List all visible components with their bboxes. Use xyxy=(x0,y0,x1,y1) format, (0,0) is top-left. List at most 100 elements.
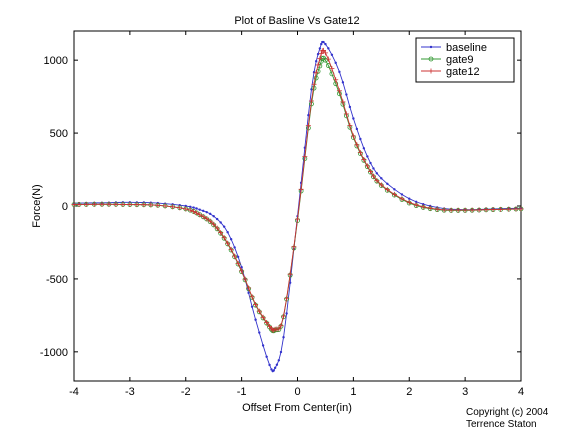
data-point-gate12 xyxy=(322,50,328,56)
data-point-baseline xyxy=(265,355,268,359)
data-point-gate12 xyxy=(141,202,147,208)
data-point-gate12 xyxy=(384,187,390,193)
data-point-gate12 xyxy=(333,77,339,83)
data-point-baseline xyxy=(327,47,330,50)
data-point-gate12 xyxy=(361,157,367,163)
data-point-gate12 xyxy=(211,221,217,227)
data-point-baseline xyxy=(324,42,327,46)
data-point-baseline xyxy=(250,305,254,308)
axis-ticks xyxy=(73,31,522,381)
data-point-gate12 xyxy=(281,313,287,319)
data-point-gate12 xyxy=(513,206,519,212)
data-point-gate12 xyxy=(490,207,496,212)
data-point-baseline xyxy=(314,60,318,63)
data-point-gate12 xyxy=(134,202,140,208)
x-tick-labels: -4 -3 -2 -1 0 1 2 3 4 xyxy=(69,386,524,398)
data-point-gate12 xyxy=(354,142,360,148)
data-point-gate12 xyxy=(276,326,282,332)
data-point-gate12 xyxy=(317,56,323,62)
data-point-baseline xyxy=(345,93,348,96)
data-point-baseline xyxy=(275,363,279,366)
data-point-gate12 xyxy=(113,201,119,207)
data-point-gate12 xyxy=(278,323,284,329)
data-point-baseline xyxy=(422,203,425,206)
data-point-gate12 xyxy=(368,168,374,174)
data-point-baseline xyxy=(380,177,383,180)
copyright-line-1: Copyright (c) 2004 xyxy=(466,407,549,418)
data-point-gate12 xyxy=(197,212,203,218)
data-point-gate12 xyxy=(357,150,363,156)
data-point-gate12 xyxy=(76,201,82,207)
data-point-gate12 xyxy=(253,301,259,307)
data-point-baseline xyxy=(348,105,352,109)
data-point-baseline xyxy=(195,207,198,210)
data-point-gate12 xyxy=(318,51,324,57)
data-point-baseline xyxy=(272,369,275,372)
data-point-baseline xyxy=(285,312,288,315)
data-point-gate12 xyxy=(350,133,356,139)
legend-item-baseline: baseline xyxy=(421,42,487,54)
data-point-gate12 xyxy=(191,208,197,214)
data-point-baseline xyxy=(318,47,322,50)
legend-item-gate9: gate9 xyxy=(421,54,474,66)
data-point-gate12 xyxy=(325,56,331,62)
data-point-baseline xyxy=(322,40,325,44)
legend-label: baseline xyxy=(446,42,487,54)
data-point-baseline xyxy=(208,212,212,216)
data-point-gate12 xyxy=(225,240,231,246)
data-point-baseline xyxy=(362,147,366,150)
data-point-gate12 xyxy=(99,201,105,207)
data-point-baseline xyxy=(341,81,345,84)
data-point-baseline xyxy=(212,215,215,218)
data-point-gate12 xyxy=(170,204,176,210)
data-point-baseline xyxy=(316,52,320,56)
data-point-gate12 xyxy=(347,123,353,129)
data-point-gate12 xyxy=(260,314,266,320)
data-point-gate12 xyxy=(187,207,193,213)
data-point-gate12 xyxy=(420,204,426,210)
data-point-gate12 xyxy=(374,177,380,183)
data-point-gate12 xyxy=(476,207,482,213)
x-tick-label: -3 xyxy=(125,386,135,398)
data-point-baseline xyxy=(268,363,271,367)
data-point-baseline xyxy=(320,42,323,46)
x-tick-label: 1 xyxy=(350,386,356,398)
data-point-gate12 xyxy=(162,203,168,209)
data-point-gate12 xyxy=(235,260,241,266)
data-point-baseline xyxy=(273,366,277,370)
data-point-baseline xyxy=(334,61,337,65)
data-point-baseline xyxy=(393,188,396,191)
data-point-gate12 xyxy=(287,271,293,277)
data-point-gate12 xyxy=(305,123,311,129)
data-point-gate12 xyxy=(315,62,321,68)
data-point-gate12 xyxy=(264,319,270,325)
data-point-gate12 xyxy=(518,206,524,212)
data-point-baseline xyxy=(236,255,240,259)
data-point-baseline xyxy=(202,209,205,213)
data-point-gate12 xyxy=(302,154,308,160)
data-point-gate12 xyxy=(91,201,97,207)
x-tick-label: -4 xyxy=(69,386,79,398)
data-point-gate12 xyxy=(498,206,504,212)
legend-marker xyxy=(429,45,433,49)
y-tick-label: -1000 xyxy=(40,347,68,359)
data-point-gate12 xyxy=(232,253,238,259)
data-point-gate12 xyxy=(284,295,290,301)
data-point-baseline xyxy=(198,208,201,211)
data-point-gate12 xyxy=(249,294,255,300)
data-point-gate12 xyxy=(506,206,512,212)
legend-marker xyxy=(428,56,434,62)
series-layer xyxy=(71,40,524,373)
data-point-baseline xyxy=(240,266,243,269)
data-point-gate12 xyxy=(391,191,397,197)
data-point-gate12 xyxy=(183,206,189,212)
data-point-gate12 xyxy=(194,210,200,216)
data-point-baseline xyxy=(277,359,281,362)
data-point-baseline xyxy=(400,193,404,196)
data-point-gate12 xyxy=(155,202,161,208)
data-point-gate12 xyxy=(336,88,342,94)
data-point-gate12 xyxy=(308,98,314,104)
data-point-baseline xyxy=(254,318,257,321)
